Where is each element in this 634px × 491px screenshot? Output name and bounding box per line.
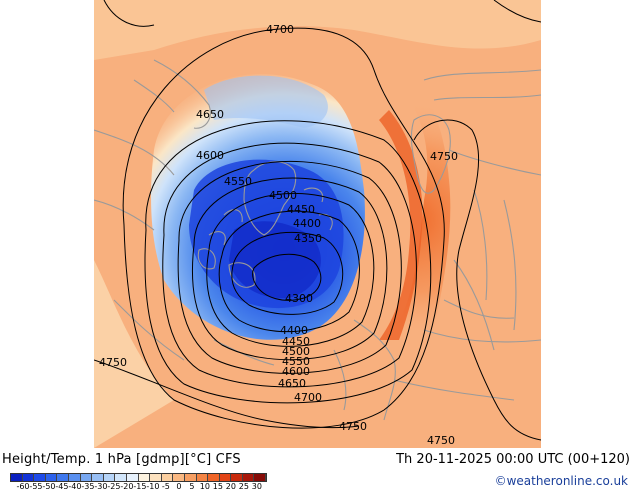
greenland-outline <box>243 161 297 236</box>
label-4450-lower: 4450 <box>282 335 310 348</box>
label-4550-lower: 4550 <box>282 355 310 368</box>
colorbar-cell <box>11 474 23 481</box>
colorbar-cell <box>103 474 116 481</box>
colorbar-cell <box>196 474 209 481</box>
pale-region-north <box>94 0 541 60</box>
valid-time: Th 20-11-2025 00:00 UTC (00+120) <box>396 452 630 467</box>
canada-arctic-outline <box>197 248 256 288</box>
north-america-borders <box>94 129 275 366</box>
asia-borders <box>393 299 541 401</box>
alaska-outline <box>133 59 211 129</box>
contour-4600 <box>162 142 417 388</box>
contour-4750-west <box>94 359 360 429</box>
russia-coast <box>423 69 541 176</box>
map-title: Height/Temp. 1 hPa [gdmp][°C] CFS <box>2 452 241 467</box>
label-4750-west: 4750 <box>99 356 127 369</box>
label-4700-top: 4700 <box>266 23 294 36</box>
contour-4450 <box>206 192 375 347</box>
colorbar-tick: 30 <box>251 482 262 491</box>
colorbar-cell <box>254 474 267 481</box>
colorbar-cell <box>161 474 174 481</box>
contour-labels: 4700 4650 4600 4550 4500 4450 4400 4350 … <box>99 23 458 447</box>
contour-4750-north <box>103 0 541 27</box>
contour-4400 <box>218 210 360 333</box>
colorbar-cell <box>208 474 220 481</box>
colorbar-cell <box>68 474 81 481</box>
colorbar-tick: -15 <box>133 482 147 491</box>
colorbar-cell <box>80 474 93 481</box>
height-temperature-map: 4700 4650 4600 4550 4500 4450 4400 4350 … <box>94 0 541 448</box>
label-4750-bottom-right: 4750 <box>427 434 455 447</box>
colorbar-tick-labels: -60 -55 -50 -45 -40 -35 -30 -25 -20 -15 -10 -5 0 5 10 1… <box>6 482 366 491</box>
contour-4750-east <box>413 119 541 441</box>
warm-band-core <box>379 110 423 340</box>
colorbar-tick: 15 <box>212 482 223 491</box>
label-4600-upper: 4600 <box>196 149 224 162</box>
label-4750-bottom-mid: 4750 <box>339 420 367 433</box>
label-4700-lower: 4700 <box>294 391 322 404</box>
contour-4550 <box>177 160 402 374</box>
colorbar-tick: -5 <box>161 482 170 491</box>
cold-core-inner <box>229 221 321 299</box>
contour-4350 <box>231 231 344 315</box>
colorbar-cell <box>126 474 139 481</box>
colorbar-cell <box>242 474 255 481</box>
colorbar-cell <box>34 474 46 481</box>
label-4650-upper: 4650 <box>196 108 224 121</box>
colorbar-tick: -35 <box>81 482 95 491</box>
label-4750-east: 4750 <box>430 150 458 163</box>
label-4500-lower: 4500 <box>282 345 310 358</box>
colorbar-tick: 10 <box>199 482 210 491</box>
temperature-colorbar <box>10 473 268 482</box>
colorbar-cell <box>45 474 58 481</box>
contour-4700 <box>122 27 445 429</box>
europe-outline <box>333 319 396 421</box>
contour-4500 <box>192 177 388 361</box>
colorbar-tick: 0 <box>176 482 182 491</box>
colorbar-cell <box>184 474 197 481</box>
label-4350: 4350 <box>294 232 322 245</box>
colorbar-cell <box>92 474 104 481</box>
colorbar-tick: -40 <box>68 482 82 491</box>
map-panel: 4700 4650 4600 4550 4500 4450 4400 4350 … <box>94 0 541 448</box>
colorbar-tick: -10 <box>146 482 160 491</box>
colorbar-tick: -20 <box>120 482 134 491</box>
height-contours <box>94 0 541 441</box>
contour-4300 <box>252 253 322 301</box>
label-4300: 4300 <box>285 292 313 305</box>
colorbar-tick: -55 <box>29 482 43 491</box>
colorbar-tick: -50 <box>42 482 56 491</box>
colorbar-tick: 20 <box>225 482 236 491</box>
colorbar-cell <box>150 474 162 481</box>
colorbar-tick: 5 <box>189 482 195 491</box>
contour-4650 <box>144 120 432 404</box>
label-4550-upper: 4550 <box>224 175 252 188</box>
label-4450-upper: 4450 <box>287 203 315 216</box>
colorbar-cell <box>231 474 243 481</box>
siberia-rivers <box>453 189 517 351</box>
colorbar-tick: -60 <box>16 482 30 491</box>
colorbar-tick: -30 <box>94 482 108 491</box>
label-4400-lower: 4400 <box>280 324 308 337</box>
colorbar-tick: -45 <box>55 482 69 491</box>
colorbar-tick: -25 <box>107 482 121 491</box>
label-4650-lower: 4650 <box>278 377 306 390</box>
colorbar-cell <box>115 474 127 481</box>
colorbar-cell <box>57 474 69 481</box>
colorbar-cell <box>22 474 35 481</box>
arctic-islands-outline <box>208 187 333 246</box>
label-4500-upper: 4500 <box>269 189 297 202</box>
warm-band-east <box>364 60 451 330</box>
pale-region-west <box>94 260 174 448</box>
colorbar-tick: 25 <box>238 482 249 491</box>
credit-link[interactable]: ©weatheronline.co.uk <box>494 474 628 488</box>
colorbar-cell <box>138 474 151 481</box>
colorbar-cell <box>219 474 232 481</box>
colorbar-cell <box>173 474 185 481</box>
label-4600-lower: 4600 <box>282 365 310 378</box>
label-4400-upper: 4400 <box>293 217 321 230</box>
light-blue-lobe <box>204 75 328 128</box>
